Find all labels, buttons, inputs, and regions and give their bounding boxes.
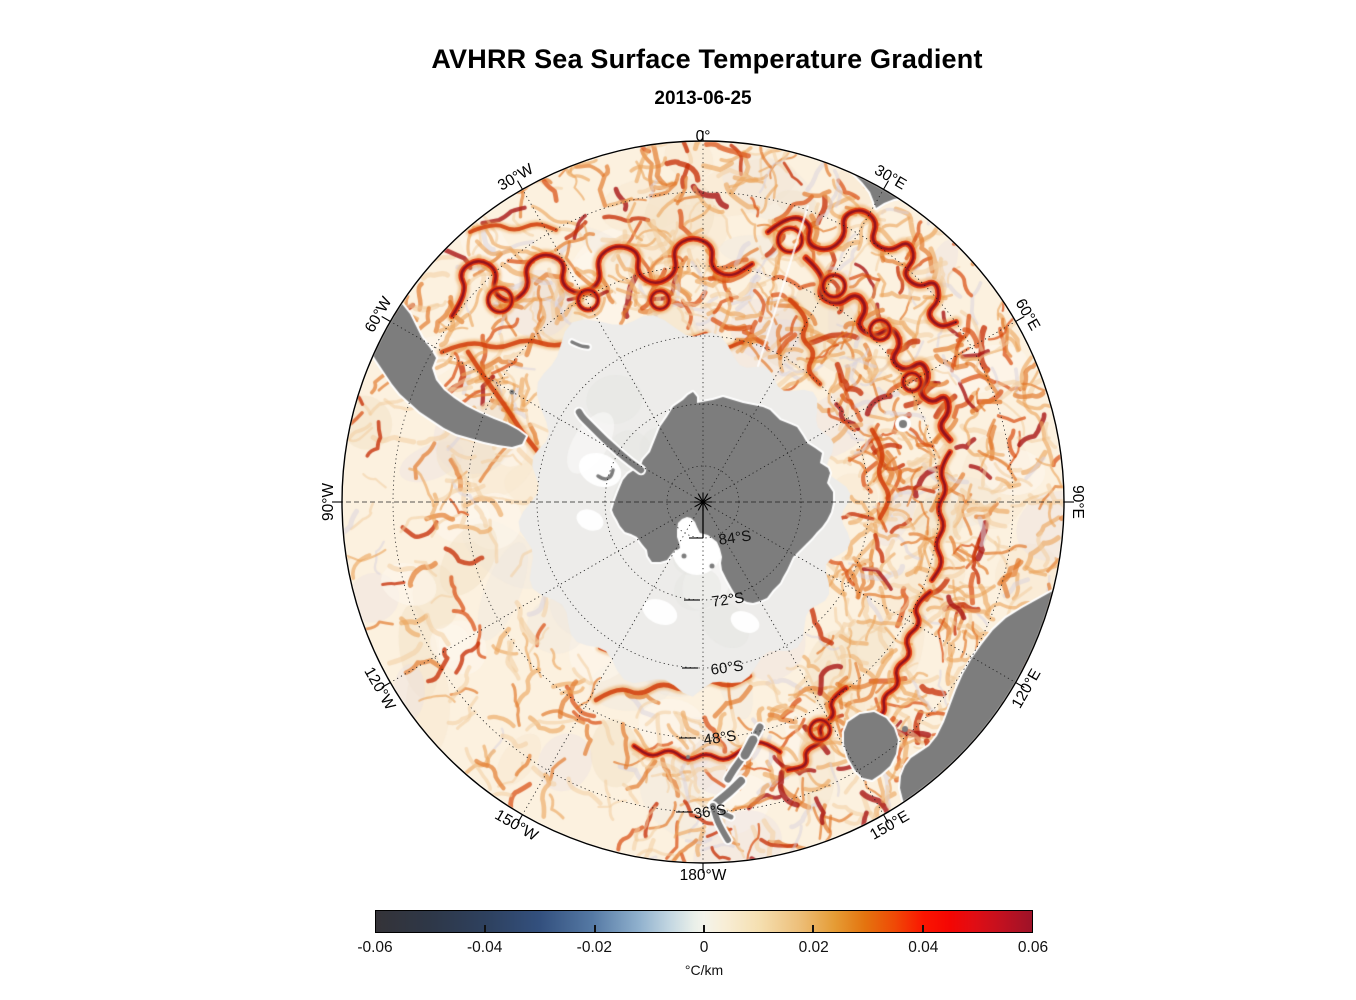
meridian-label-0: 0° bbox=[695, 128, 711, 145]
colorbar-tick-label: 0.04 bbox=[908, 939, 939, 956]
colorbar-tick-label: -0.04 bbox=[466, 939, 503, 956]
colorbar-tick bbox=[812, 925, 815, 932]
colorbar-tick bbox=[921, 925, 924, 932]
colorbar bbox=[375, 910, 1033, 933]
colorbar-tick bbox=[484, 925, 487, 932]
colorbar-tick-label: -0.06 bbox=[357, 939, 393, 956]
meridian-label-90W: 90°W bbox=[320, 482, 337, 522]
polar-map-canvas bbox=[340, 139, 1066, 865]
colorbar-tick bbox=[593, 925, 596, 932]
meridian-label-90E: 90°E bbox=[1069, 485, 1086, 519]
meridian-label-180W: 180°W bbox=[679, 867, 727, 884]
colorbar-tick-label: -0.02 bbox=[576, 939, 612, 956]
colorbar-tick bbox=[703, 925, 705, 932]
chart-date: 2013-06-25 bbox=[654, 88, 752, 109]
colorbar-tick-label: 0 bbox=[699, 939, 709, 956]
colorbar-tick-label: 0.06 bbox=[1017, 939, 1049, 956]
colorbar-tick-label: 0.02 bbox=[798, 939, 829, 956]
chart-title: AVHRR Sea Surface Temperature Gradient bbox=[431, 44, 983, 74]
colorbar-unit-label: °C/km bbox=[684, 962, 724, 978]
